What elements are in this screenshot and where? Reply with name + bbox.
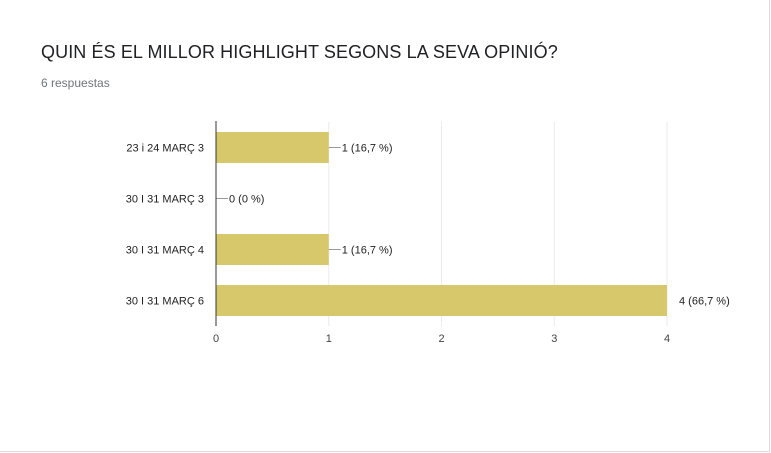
x-tick-label: 2	[438, 333, 444, 345]
category-label: 30 I 31 MARÇ 6	[126, 296, 204, 308]
data-label: 1 (16,7 %)	[342, 245, 393, 257]
category-label: 30 I 31 MARÇ 3	[126, 194, 204, 206]
question-title: QUIN ÉS EL MILLOR HIGHLIGHT SEGONS LA SE…	[41, 42, 558, 62]
data-label: 0 (0 %)	[229, 194, 264, 206]
x-tick-label: 3	[551, 333, 557, 345]
x-tick-label: 0	[213, 333, 219, 345]
bar	[216, 234, 329, 265]
data-label: 4 (66,7 %)	[679, 296, 730, 308]
x-tick-label: 4	[664, 333, 670, 345]
x-tick-label: 1	[326, 333, 332, 345]
response-count: 6 respuestas	[41, 76, 110, 90]
category-label: 30 I 31 MARÇ 4	[126, 245, 204, 257]
bar	[216, 132, 329, 163]
data-label: 1 (16,7 %)	[342, 143, 393, 155]
bar	[216, 285, 667, 316]
category-label: 23 i 24 MARÇ 3	[126, 143, 204, 155]
